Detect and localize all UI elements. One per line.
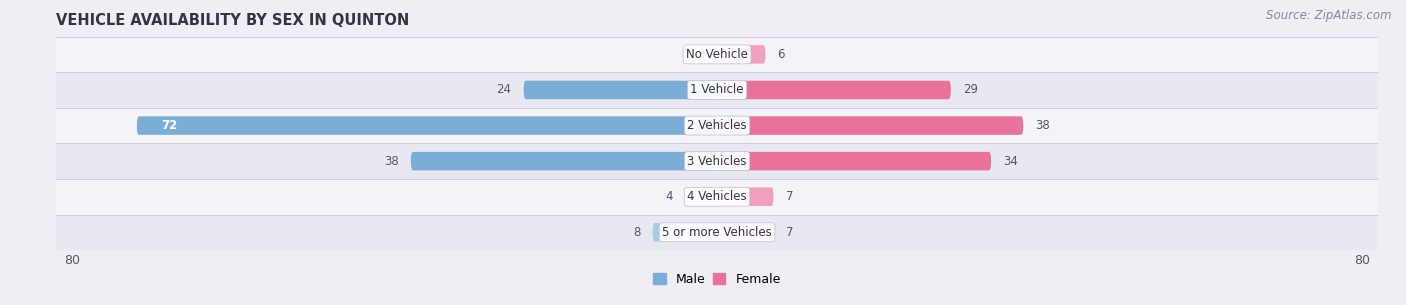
Text: 24: 24 <box>496 84 512 96</box>
Text: 2 Vehicles: 2 Vehicles <box>688 119 747 132</box>
FancyBboxPatch shape <box>717 45 765 64</box>
Bar <box>56 143 1378 179</box>
Text: 5 or more Vehicles: 5 or more Vehicles <box>662 226 772 239</box>
FancyBboxPatch shape <box>685 188 717 206</box>
Text: 4: 4 <box>665 190 672 203</box>
Text: 34: 34 <box>1002 155 1018 168</box>
Text: 7: 7 <box>786 190 793 203</box>
Text: 0: 0 <box>697 48 704 61</box>
Text: 1 Vehicle: 1 Vehicle <box>690 84 744 96</box>
FancyBboxPatch shape <box>652 223 717 242</box>
Text: 7: 7 <box>786 226 793 239</box>
FancyBboxPatch shape <box>717 188 773 206</box>
FancyBboxPatch shape <box>717 152 991 170</box>
Text: 6: 6 <box>778 48 785 61</box>
Text: 72: 72 <box>162 119 177 132</box>
Text: Source: ZipAtlas.com: Source: ZipAtlas.com <box>1267 9 1392 22</box>
FancyBboxPatch shape <box>411 152 717 170</box>
FancyBboxPatch shape <box>717 223 773 242</box>
Text: 38: 38 <box>384 155 399 168</box>
Text: 29: 29 <box>963 84 977 96</box>
Text: 3 Vehicles: 3 Vehicles <box>688 155 747 168</box>
FancyBboxPatch shape <box>717 81 950 99</box>
Bar <box>56 214 1378 250</box>
FancyBboxPatch shape <box>523 81 717 99</box>
Bar <box>56 108 1378 143</box>
Bar <box>56 179 1378 214</box>
Text: 38: 38 <box>1035 119 1050 132</box>
FancyBboxPatch shape <box>717 116 1024 135</box>
Text: 8: 8 <box>633 226 641 239</box>
Bar <box>56 72 1378 108</box>
Legend: Male, Female: Male, Female <box>648 268 786 291</box>
Bar <box>56 37 1378 72</box>
FancyBboxPatch shape <box>136 116 717 135</box>
Text: No Vehicle: No Vehicle <box>686 48 748 61</box>
Text: VEHICLE AVAILABILITY BY SEX IN QUINTON: VEHICLE AVAILABILITY BY SEX IN QUINTON <box>56 13 409 28</box>
Text: 4 Vehicles: 4 Vehicles <box>688 190 747 203</box>
